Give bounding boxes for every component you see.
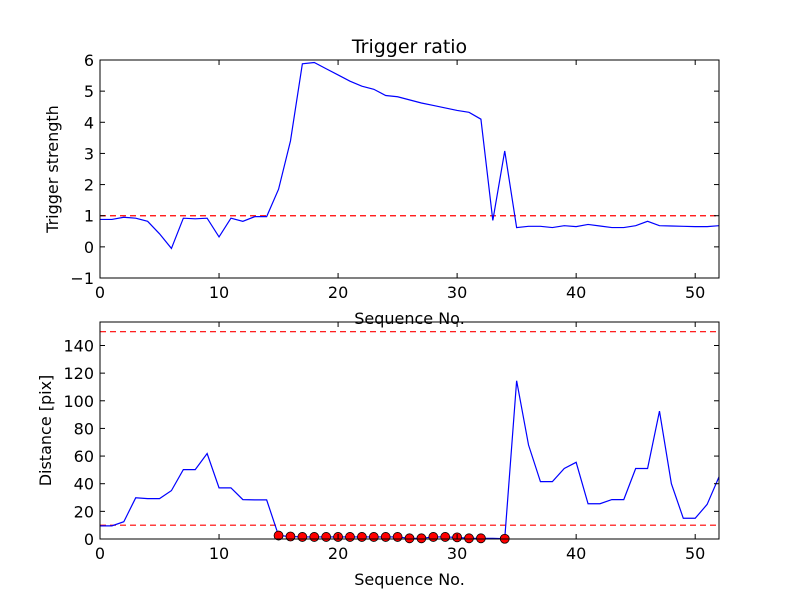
- data-point: [476, 533, 486, 544]
- data-point: [356, 532, 367, 542]
- y-tick-label: 4: [84, 113, 94, 132]
- data-point: [404, 533, 415, 544]
- y-tick-label: 80: [74, 419, 94, 438]
- y-tick-label: 0: [84, 530, 94, 549]
- x-tick-label: 50: [685, 544, 705, 563]
- distance-ticks: 0 10 20 30 40 50 0 20 40 60 80 100 120 140: [63, 322, 719, 563]
- plot-frame: [99, 59, 720, 279]
- x-tick-label: 30: [447, 544, 467, 563]
- y-tick-label: 0: [84, 238, 94, 257]
- y-tick-label: 120: [63, 364, 94, 383]
- data-point: [428, 532, 439, 542]
- y-tick-label: 60: [74, 447, 94, 466]
- data-point: [285, 531, 296, 542]
- data-point: [273, 530, 284, 541]
- data-point: [380, 532, 391, 542]
- y-tick-label: 100: [63, 392, 94, 411]
- data-point: [309, 532, 320, 542]
- x-tick-label: 30: [447, 283, 467, 302]
- y-tick-label: 2: [84, 176, 94, 195]
- series-line: [100, 61, 719, 250]
- y-axis-label: Distance [pix]: [36, 375, 55, 487]
- plot-area: [100, 61, 719, 250]
- y-tick-label: −1: [70, 269, 94, 288]
- plot-frame: [99, 321, 720, 540]
- x-tick-label: 40: [566, 544, 586, 563]
- x-tick-label: 10: [209, 283, 229, 302]
- x-tick-label: 10: [209, 544, 229, 563]
- distance-marks: [100, 331, 719, 544]
- chart-title: Trigger ratio: [351, 36, 467, 58]
- y-tick-label: 40: [74, 475, 94, 494]
- data-point: [416, 533, 427, 544]
- x-tick-label: 50: [685, 283, 705, 302]
- data-point: [464, 533, 474, 544]
- x-axis-label: Sequence No.: [354, 309, 465, 328]
- y-axis-label: Trigger strength: [43, 105, 62, 234]
- y-tick-label: 140: [63, 336, 94, 355]
- data-point: [297, 532, 308, 542]
- y-tick-label: 5: [84, 82, 94, 101]
- y-tick-label: 3: [84, 144, 94, 163]
- x-tick-label: 0: [95, 283, 105, 302]
- data-point: [368, 532, 379, 542]
- distance-chart: 0 10 20 30 40 50 0 20 40 60 80 100 120 140 Sequence N…: [36, 321, 720, 589]
- series-line: [100, 380, 719, 539]
- x-tick-label: 0: [95, 544, 105, 563]
- plot-area: [100, 331, 719, 539]
- data-point: [440, 532, 451, 542]
- y-tick-label: 20: [74, 502, 94, 521]
- x-axis-label: Sequence No.: [354, 570, 465, 589]
- data-point: [321, 532, 332, 542]
- data-point: [345, 532, 355, 542]
- x-tick-label: 40: [566, 283, 586, 302]
- x-tick-label: 20: [328, 283, 348, 302]
- data-point: [392, 532, 403, 542]
- y-tick-label: 1: [84, 207, 94, 226]
- x-tick-label: 20: [328, 544, 348, 563]
- trigger-ratio-marks: [100, 61, 719, 250]
- y-tick-label: 6: [84, 51, 94, 70]
